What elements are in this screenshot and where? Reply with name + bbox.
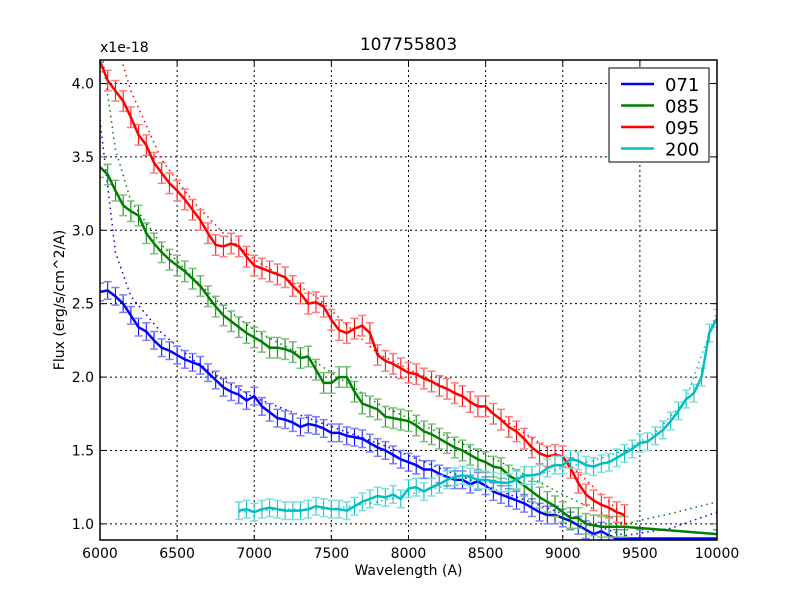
- line-085: [100, 166, 717, 536]
- x-tick-label: 7000: [236, 546, 272, 562]
- legend-label-071: 071: [665, 75, 699, 96]
- x-tick-label: 6500: [159, 546, 195, 562]
- y-tick-label: 1.0: [72, 517, 94, 533]
- y-tick-label: 4.0: [72, 76, 94, 92]
- y-tick-label: 1.5: [72, 443, 94, 459]
- line-095: [100, 60, 625, 517]
- x-tick-label: 6000: [82, 546, 118, 562]
- y-tick-label: 2.0: [72, 370, 94, 386]
- legend-label-085: 085: [665, 97, 699, 118]
- y-offset-label: x1e-18: [100, 40, 149, 56]
- series-085: [100, 156, 717, 540]
- y-tick-label: 3.5: [72, 150, 94, 166]
- x-tick-label: 8500: [468, 546, 504, 562]
- plot-area: 6000 6500 7000 7500 8000 8500 9000 9500 10000 1.0…: [72, 59, 740, 562]
- x-tick-label: 9500: [622, 546, 658, 562]
- fit-curve-095: [120, 60, 625, 518]
- series-group: [100, 60, 717, 540]
- line-071: [100, 289, 717, 540]
- series-095: [100, 60, 629, 527]
- y-axis-label: Flux (erg/s/cm^2/A): [52, 230, 68, 370]
- y-tick-label: 3.0: [72, 223, 94, 239]
- line-200: [238, 317, 717, 514]
- x-tick-label: 9000: [545, 546, 581, 562]
- legend-label-200: 200: [665, 140, 699, 161]
- chart-title: 107755803: [360, 35, 457, 55]
- series-200: [234, 308, 717, 522]
- x-axis-label: Wavelength (A): [354, 563, 462, 579]
- legend-label-095: 095: [665, 118, 699, 139]
- fit-curve-085: [102, 60, 717, 525]
- x-tick-label: 7500: [314, 546, 350, 562]
- axes-frame: [99, 59, 718, 541]
- y-tick-label: 2.5: [72, 297, 94, 313]
- x-tick-label: 8000: [391, 546, 427, 562]
- x-tick-label: 10000: [695, 546, 740, 562]
